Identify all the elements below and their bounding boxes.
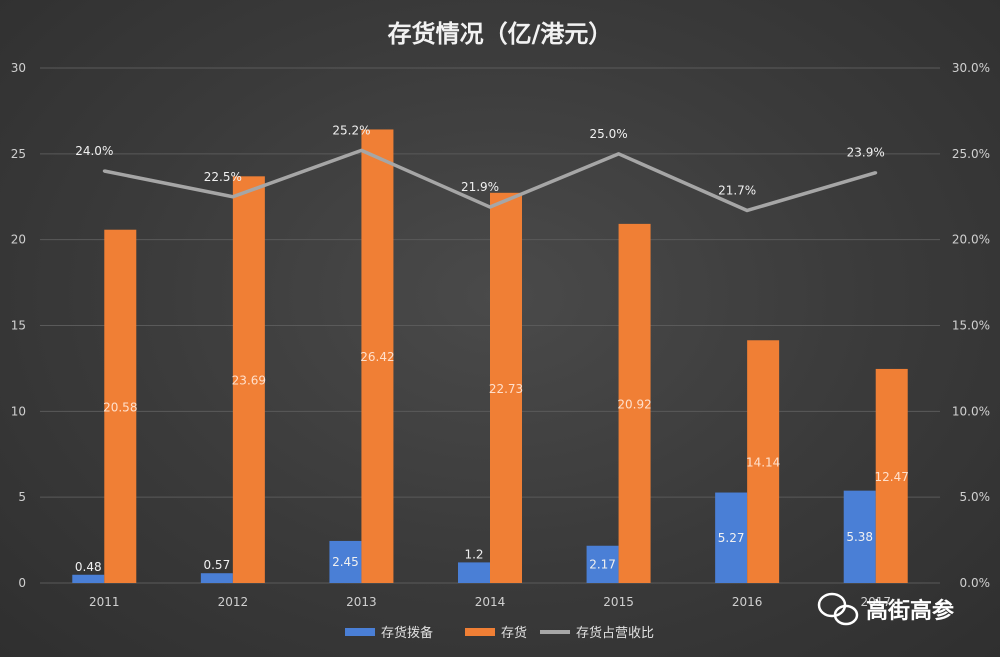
y-tick-label: 10 xyxy=(11,404,26,418)
ratio-point xyxy=(874,171,878,175)
bar-provision-label: 1.2 xyxy=(464,547,483,561)
ratio-label: 23.9% xyxy=(847,146,885,160)
y2-tick-label: 10.0% xyxy=(952,404,990,418)
legend-label: 存货拨备 xyxy=(381,625,433,641)
bar-provision xyxy=(72,574,105,583)
x-tick-label: 2012 xyxy=(218,595,249,609)
x-tick-label: 2011 xyxy=(89,595,120,609)
y-tick-label: 20 xyxy=(11,233,26,247)
y2-tick-label: 5.0% xyxy=(960,490,991,504)
y2-tick-label: 15.0% xyxy=(952,319,990,333)
ratio-label: 24.0% xyxy=(75,144,113,158)
ratio-point xyxy=(617,152,621,156)
bar-provision-label: 5.27 xyxy=(718,531,745,545)
bar-provision-label: 0.48 xyxy=(75,560,102,574)
y2-tick-label: 20.0% xyxy=(952,233,990,247)
bar-inventory xyxy=(875,368,908,583)
bar-provision xyxy=(586,545,619,583)
ratio-label: 22.5% xyxy=(204,170,242,184)
y2-tick-label: 30.0% xyxy=(952,61,990,75)
bar-provision xyxy=(458,562,490,583)
ratio-point xyxy=(231,195,235,199)
bar-provision-label: 0.57 xyxy=(203,558,230,572)
x-tick-label: 2016 xyxy=(732,595,763,609)
bar-inventory-label: 20.92 xyxy=(617,397,651,411)
bar-inventory xyxy=(490,192,522,583)
ratio-label: 25.0% xyxy=(590,127,628,141)
wechat-icon xyxy=(817,592,847,618)
y-tick-label: 0 xyxy=(18,576,26,590)
bar-inventory xyxy=(232,176,265,584)
bar-provision-label: 2.17 xyxy=(589,557,616,571)
bar-provision-label: 5.38 xyxy=(846,530,873,544)
ratio-point xyxy=(488,205,492,209)
ratio-point xyxy=(745,208,749,212)
bar-inventory xyxy=(104,229,137,583)
bar-inventory xyxy=(747,340,780,583)
x-tick-label: 2014 xyxy=(475,595,506,609)
chart-title: 存货情况（亿/港元） xyxy=(388,20,613,48)
ratio-label: 25.2% xyxy=(332,123,370,137)
wechat-icon-bubble xyxy=(833,604,859,626)
y2-tick-label: 0.0% xyxy=(960,576,991,590)
y-tick-label: 25 xyxy=(11,147,26,161)
ratio-point xyxy=(359,148,363,152)
y-tick-label: 5 xyxy=(18,490,26,504)
bar-provision-label: 2.45 xyxy=(332,555,359,569)
bar-inventory-label: 14.14 xyxy=(746,456,780,470)
ratio-label: 21.9% xyxy=(461,180,499,194)
x-tick-label: 2013 xyxy=(346,595,377,609)
x-tick-label: 2015 xyxy=(603,595,634,609)
x-tick-label: 2017 xyxy=(860,595,891,609)
y-tick-label: 30 xyxy=(11,61,26,75)
bar-inventory xyxy=(618,223,651,583)
bar-provision xyxy=(843,490,876,583)
watermark-text: 高街高参 xyxy=(866,598,954,624)
bar-inventory-label: 23.69 xyxy=(232,374,266,388)
legend-swatch xyxy=(345,628,375,636)
legend-label: 存货占营收比 xyxy=(576,625,654,641)
bar-provision xyxy=(715,492,748,583)
bar-inventory-label: 22.73 xyxy=(489,382,523,396)
bar-inventory-label: 20.58 xyxy=(103,400,137,414)
bar-inventory-label: 12.47 xyxy=(875,470,909,484)
bar-provision xyxy=(329,540,362,583)
bar-provision xyxy=(200,573,233,583)
y2-tick-label: 25.0% xyxy=(952,147,990,161)
legend-label: 存货 xyxy=(501,625,527,641)
bar-inventory-label: 26.42 xyxy=(360,350,394,364)
y-tick-label: 15 xyxy=(11,319,26,333)
legend-swatch xyxy=(465,628,495,636)
ratio-point xyxy=(102,169,106,173)
ratio-label: 21.7% xyxy=(718,183,756,197)
bar-inventory xyxy=(361,129,394,583)
